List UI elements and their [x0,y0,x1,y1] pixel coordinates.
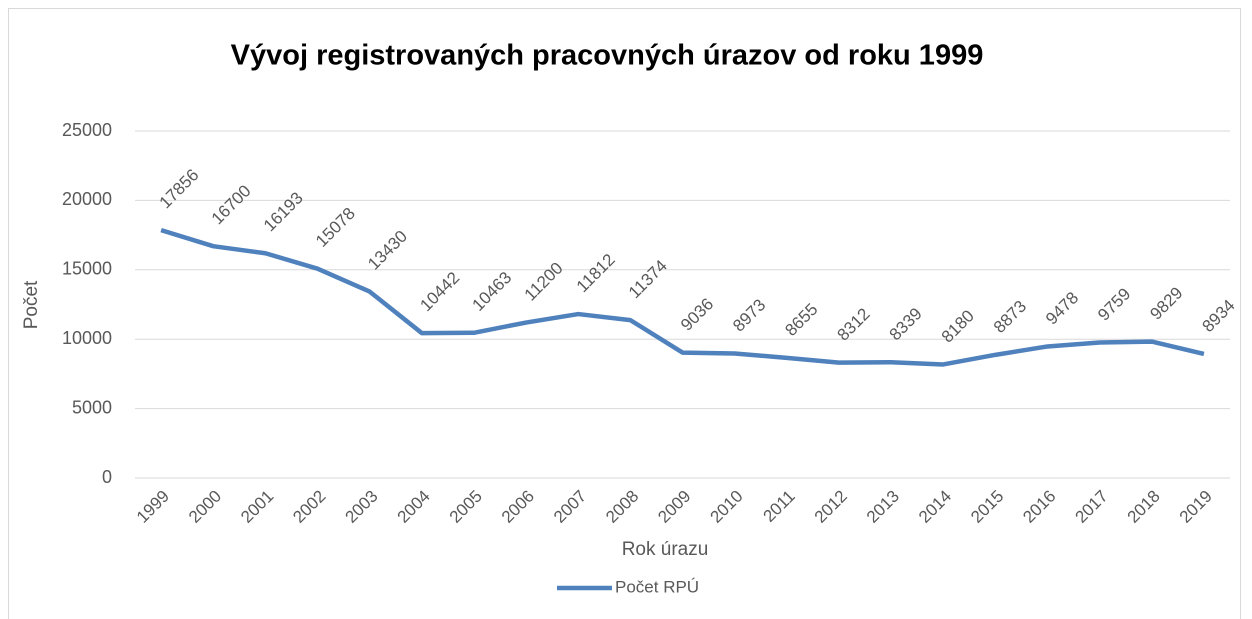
data-label: 8973 [729,295,769,335]
x-axis-label: Rok úrazu [622,539,709,560]
data-label: 11374 [625,256,671,302]
data-label: 8339 [886,304,926,344]
x-tick-label: 2005 [446,487,486,527]
data-label: 11200 [521,259,567,305]
data-line [160,228,1205,367]
x-tick-label: 2008 [602,487,642,527]
y-tick-label: 5000 [72,397,112,417]
data-label: 15078 [312,204,359,251]
data-label: 17856 [156,165,203,212]
data-label: 8312 [833,304,873,344]
x-tick-label: 2010 [706,487,746,527]
data-label: 8655 [781,300,821,340]
data-label: 10442 [416,268,463,315]
legend-label: Počet RPÚ [615,577,699,596]
x-tick-label: 2007 [550,487,590,527]
data-label: 9829 [1146,283,1186,323]
data-label: 8180 [938,306,978,346]
chart-frame [8,8,1241,619]
data-label: 8934 [1198,296,1238,336]
x-tick-label: 2002 [289,487,329,527]
x-tick-label: 2009 [654,487,694,527]
x-tick-label: 1999 [133,487,173,527]
x-tick-label: 2014 [915,487,955,527]
x-tick-label: 2017 [1071,487,1111,527]
x-tick-label: 2004 [394,487,434,527]
x-tick-label: 2012 [811,487,851,527]
x-tick-label: 2000 [185,487,225,527]
x-tick-label: 2013 [863,487,903,527]
y-tick-label: 20000 [62,189,112,209]
data-label: 9478 [1042,288,1082,328]
x-tick-label: 2019 [1176,487,1216,527]
x-tick-label: 2018 [1124,487,1164,527]
y-tick-label: 0 [102,467,112,487]
chart-title: Vývoj registrovaných pracovných úrazov o… [231,40,984,72]
data-label: 10463 [468,268,515,315]
y-axis-label: Počet [21,280,42,329]
data-label: 8873 [990,297,1030,337]
x-tick-label: 2001 [237,487,277,527]
y-tick-label: 15000 [62,259,112,279]
y-tick-label: 25000 [62,120,112,140]
data-label: 11812 [573,250,619,296]
data-label: 13430 [364,227,411,274]
data-label: 9036 [677,294,717,334]
x-tick-label: 2016 [1019,487,1059,527]
x-tick-label: 2015 [967,487,1007,527]
data-label: 16700 [208,181,255,228]
x-tick-label: 2006 [498,487,538,527]
x-tick-label: 2003 [341,487,381,527]
data-label: 9759 [1094,284,1134,324]
data-label: 16193 [260,188,307,235]
y-tick-label: 10000 [62,328,112,348]
x-tick-label: 2011 [759,487,798,526]
